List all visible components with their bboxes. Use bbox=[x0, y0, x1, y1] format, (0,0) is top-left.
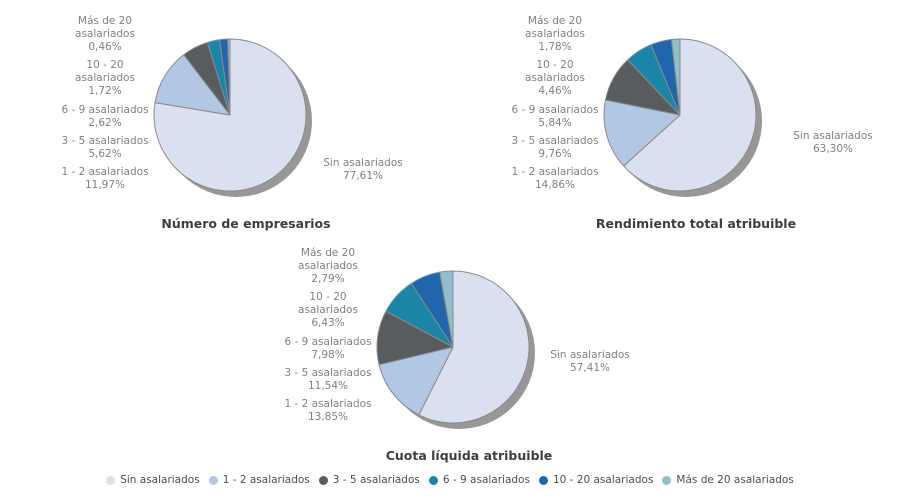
slice-label-line: asalariados bbox=[525, 28, 585, 40]
slice-label-line: Más de 20 bbox=[527, 15, 583, 27]
legend-swatch-icon bbox=[208, 475, 218, 485]
slice-label-3-5: 3 - 5 asalariados 11,54% bbox=[253, 367, 403, 393]
slice-label-3-5: 3 - 5 asalariados 5,62% bbox=[30, 135, 180, 161]
legend-label: Más de 20 asalariados bbox=[676, 474, 794, 486]
slice-label-10-20: 10 - 20 asalariados 4,46% bbox=[480, 59, 630, 98]
chart-title: Cuota líquida atribuible bbox=[385, 448, 553, 463]
slice-label-value: 2,62% bbox=[88, 117, 122, 129]
slice-label-value: 14,86% bbox=[534, 179, 576, 191]
chart-rendimiento-total-atribuible: Más de 20 asalariados 1,78% 10 - 20 asal… bbox=[450, 0, 900, 245]
legend-label: 6 - 9 asalariados bbox=[442, 474, 530, 486]
pie-slice-sin-asalariados[interactable] bbox=[623, 38, 757, 192]
slice-label-line: asalariados bbox=[75, 28, 135, 40]
legend-label: 10 - 20 asalariados bbox=[552, 474, 654, 486]
legend-item-3-5-asalariados[interactable]: 3 - 5 asalariados bbox=[318, 474, 420, 486]
legend-label: Sin asalariados bbox=[120, 474, 200, 486]
slice-label-value: 1,72% bbox=[88, 85, 122, 97]
slice-label-line: Sin asalariados bbox=[323, 157, 403, 169]
chart-title: Rendimiento total atribuible bbox=[595, 216, 797, 231]
slice-label-6-9: 6 - 9 asalariados 7,98% bbox=[253, 336, 403, 362]
pie-slice-sin-asalariados[interactable] bbox=[418, 270, 530, 424]
slice-label-6-9: 6 - 9 asalariados 2,62% bbox=[30, 104, 180, 130]
slice-label-line: Sin asalariados bbox=[550, 349, 630, 361]
slice-label-value: 57,41% bbox=[569, 362, 611, 374]
slice-label-mas-de-20: Más de 20 asalariados 0,46% bbox=[30, 15, 180, 54]
slice-label-value: 11,97% bbox=[84, 179, 126, 191]
slice-label-line: 3 - 5 asalariados bbox=[61, 135, 149, 147]
pie-slice-mas-de-20-asalariados[interactable] bbox=[439, 270, 454, 348]
slice-label-10-20: 10 - 20 asalariados 1,72% bbox=[30, 59, 180, 98]
pie-slice-mas-de-20-asalariados[interactable] bbox=[671, 38, 681, 116]
slice-label-line: 1 - 2 asalariados bbox=[284, 398, 372, 410]
slice-label-sin-asalariados: Sin asalariados 57,41% bbox=[515, 349, 665, 375]
legend-label: 1 - 2 asalariados bbox=[222, 474, 310, 486]
legend-swatch-icon bbox=[106, 475, 116, 485]
slice-label-value: 77,61% bbox=[342, 170, 384, 182]
slice-label-value: 63,30% bbox=[812, 143, 854, 155]
legend-label: 3 - 5 asalariados bbox=[332, 474, 420, 486]
slice-label-sin-asalariados: Sin asalariados 77,61% bbox=[288, 157, 438, 183]
slice-label-value: 0,46% bbox=[88, 41, 122, 53]
slice-label-value: 11,54% bbox=[307, 380, 349, 392]
chart-title: Número de empresarios bbox=[161, 216, 331, 231]
slice-label-value: 2,79% bbox=[311, 273, 345, 285]
legend: Sin asalariados 1 - 2 asalariados 3 - 5 … bbox=[0, 474, 900, 486]
slice-label-line: asalariados bbox=[298, 260, 358, 272]
pie-slice-1-2-asalariados[interactable] bbox=[378, 346, 454, 416]
chart-numero-de-empresarios: Más de 20 asalariados 0,46% 10 - 20 asal… bbox=[0, 0, 450, 245]
slice-label-value: 7,98% bbox=[311, 349, 345, 361]
pie-rendimiento-total-atribuible[interactable] bbox=[585, 20, 775, 210]
legend-swatch-icon bbox=[538, 475, 548, 485]
slice-label-line: 10 - 20 bbox=[86, 59, 124, 71]
slice-label-value: 13,85% bbox=[307, 411, 349, 423]
slice-label-line: Sin asalariados bbox=[793, 130, 873, 142]
legend-swatch-icon bbox=[428, 475, 438, 485]
slice-label-1-2: 1 - 2 asalariados 13,85% bbox=[253, 398, 403, 424]
slice-label-line: Más de 20 bbox=[300, 247, 356, 259]
pie-slice-1-2-asalariados[interactable] bbox=[603, 99, 681, 167]
slice-label-line: 1 - 2 asalariados bbox=[511, 166, 599, 178]
slice-label-line: asalariados bbox=[525, 72, 585, 84]
chart-cuota-liquida-atribuible: Más de 20 asalariados 2,79% 10 - 20 asal… bbox=[223, 232, 673, 477]
slice-label-10-20: 10 - 20 asalariados 6,43% bbox=[253, 291, 403, 330]
slice-label-line: 3 - 5 asalariados bbox=[511, 135, 599, 147]
slice-label-value: 1,78% bbox=[538, 41, 572, 53]
slice-label-line: 1 - 2 asalariados bbox=[61, 166, 149, 178]
slice-label-6-9: 6 - 9 asalariados 5,84% bbox=[480, 104, 630, 130]
slice-label-line: 6 - 9 asalariados bbox=[284, 336, 372, 348]
slice-label-3-5: 3 - 5 asalariados 9,76% bbox=[480, 135, 630, 161]
slice-label-line: asalariados bbox=[298, 304, 358, 316]
slice-label-line: 10 - 20 bbox=[536, 59, 574, 71]
slice-label-line: 3 - 5 asalariados bbox=[284, 367, 372, 379]
legend-item-mas-de-20-asalariados[interactable]: Más de 20 asalariados bbox=[662, 474, 794, 486]
slice-label-value: 5,62% bbox=[88, 148, 122, 160]
legend-swatch-icon bbox=[662, 475, 672, 485]
slice-label-value: 9,76% bbox=[538, 148, 572, 160]
legend-item-6-9-asalariados[interactable]: 6 - 9 asalariados bbox=[428, 474, 530, 486]
slice-label-1-2: 1 - 2 asalariados 14,86% bbox=[480, 166, 630, 192]
legend-item-10-20-asalariados[interactable]: 10 - 20 asalariados bbox=[538, 474, 654, 486]
slice-label-line: asalariados bbox=[75, 72, 135, 84]
slice-label-mas-de-20: Más de 20 asalariados 1,78% bbox=[480, 15, 630, 54]
slice-label-value: 6,43% bbox=[311, 317, 345, 329]
legend-item-1-2-asalariados[interactable]: 1 - 2 asalariados bbox=[208, 474, 310, 486]
slice-label-line: 6 - 9 asalariados bbox=[511, 104, 599, 116]
legend-swatch-icon bbox=[318, 475, 328, 485]
pie-slice-mas-de-20-asalariados[interactable] bbox=[227, 38, 231, 116]
legend-item-sin-asalariados[interactable]: Sin asalariados bbox=[106, 474, 200, 486]
slice-label-mas-de-20: Más de 20 asalariados 2,79% bbox=[253, 247, 403, 286]
slice-label-value: 4,46% bbox=[538, 85, 572, 97]
slice-label-line: 10 - 20 bbox=[309, 291, 347, 303]
slice-label-line: 6 - 9 asalariados bbox=[61, 104, 149, 116]
slice-label-value: 5,84% bbox=[538, 117, 572, 129]
pie-cuota-liquida-atribuible[interactable] bbox=[358, 252, 548, 442]
pie-numero-de-empresarios[interactable] bbox=[135, 20, 325, 210]
slice-label-1-2: 1 - 2 asalariados 11,97% bbox=[30, 166, 180, 192]
slice-label-line: Más de 20 bbox=[77, 15, 133, 27]
slice-label-sin-asalariados: Sin asalariados 63,30% bbox=[758, 130, 900, 156]
